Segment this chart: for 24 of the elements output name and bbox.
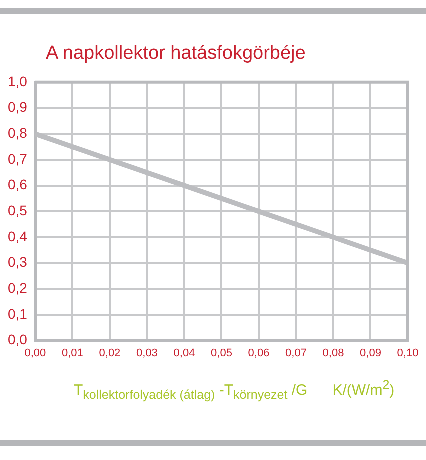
x-tick-label: 0,06: [248, 347, 270, 360]
y-tick-label: 0,9: [8, 99, 28, 116]
x-tick-label: 0,05: [211, 347, 232, 360]
y-tick-label: 0,8: [8, 124, 28, 141]
y-tick-label: 0,7: [8, 150, 28, 167]
chart-title: A napkollektor hatásfokgörbéje: [46, 43, 306, 65]
y-tick-label: 0,6: [8, 176, 28, 193]
x-tick-label: 0,01: [62, 347, 84, 360]
x-tick-label: 0,04: [174, 347, 196, 360]
y-tick-label: 0,2: [8, 280, 28, 296]
y-tick-label: 0,3: [8, 254, 28, 270]
x-tick-label: 0,02: [99, 347, 121, 360]
x-tick-label: 0,09: [360, 347, 382, 360]
x-tick-label: 0,08: [322, 347, 344, 360]
x-tick-label: 0,10: [397, 347, 419, 360]
y-tick-label: 0,1: [8, 306, 28, 322]
x-tick-label: 0,07: [286, 347, 307, 360]
x-tick-label: 0,00: [24, 347, 46, 360]
y-tick-label: 0,0: [8, 332, 28, 348]
y-tick-label: 1,0: [8, 73, 28, 90]
y-tick-label: 0,5: [8, 202, 28, 218]
x-tick-label: 0,03: [136, 347, 158, 360]
y-tick-label: 0,4: [8, 228, 28, 244]
x-axis-title: T$_{kollektorfolyadék (átlag)}$ -T$_{környezet}$ /G K/(W/m$^{2}$): [74, 378, 395, 402]
